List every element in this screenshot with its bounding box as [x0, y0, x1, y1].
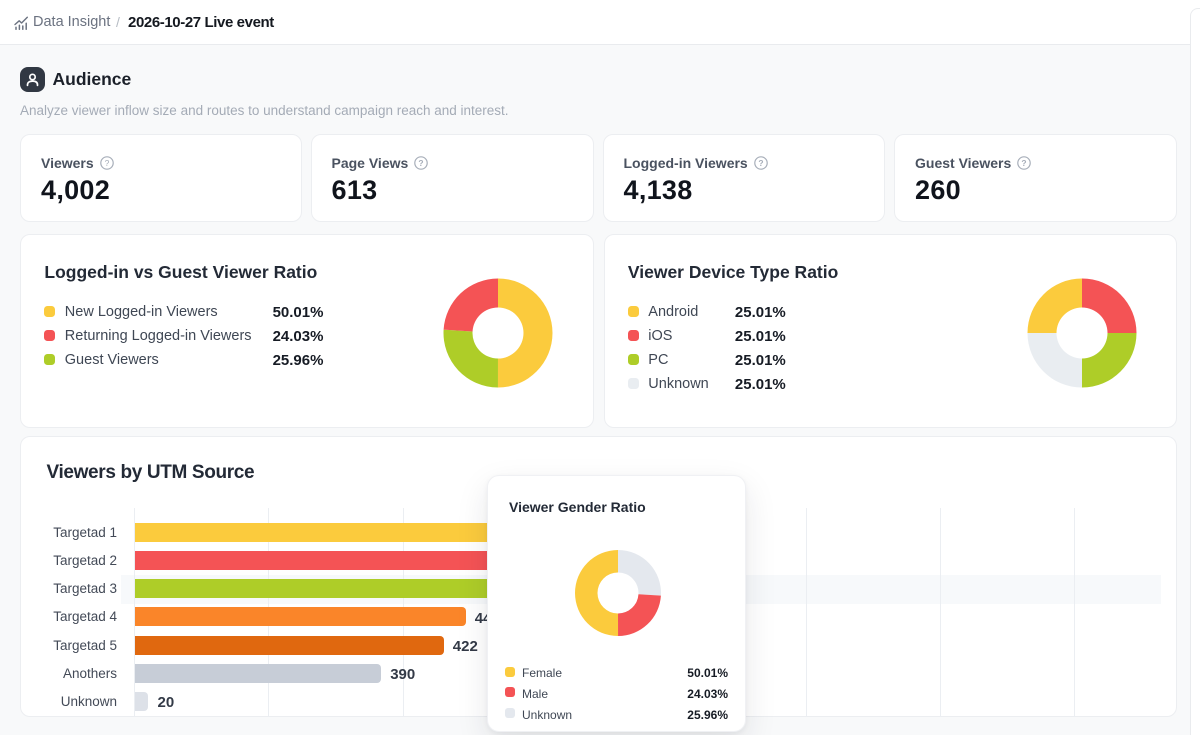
- svg-text:?: ?: [758, 158, 763, 168]
- svg-text:?: ?: [104, 158, 109, 168]
- svg-text:?: ?: [419, 158, 424, 168]
- svg-text:?: ?: [1022, 158, 1027, 168]
